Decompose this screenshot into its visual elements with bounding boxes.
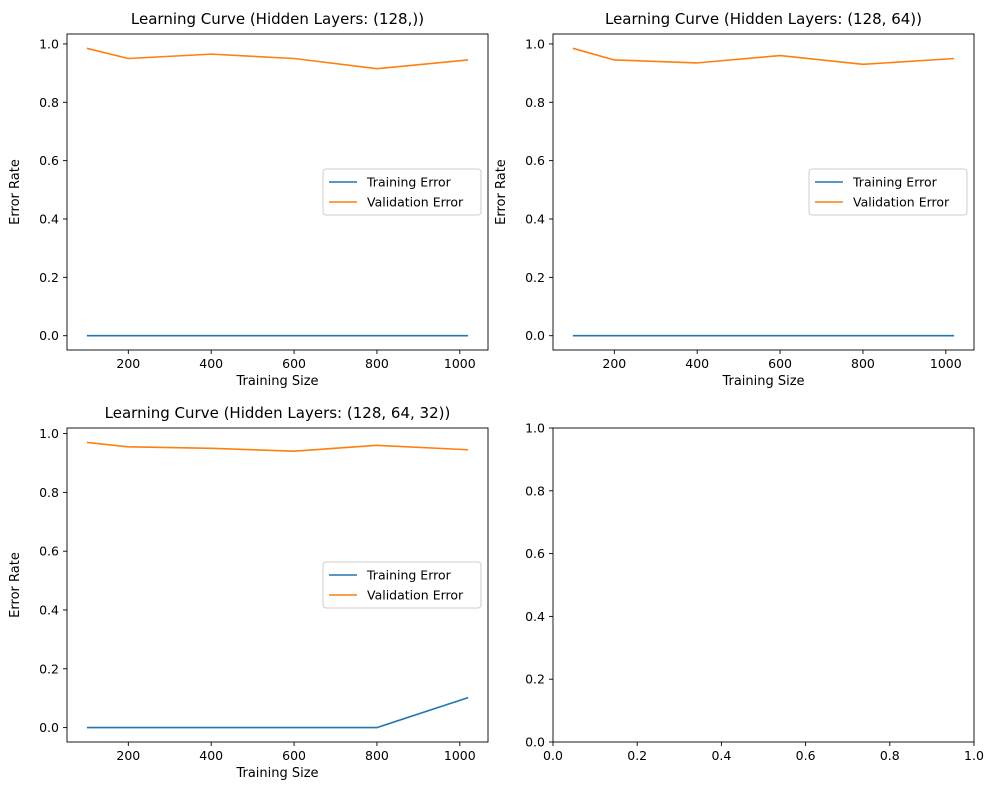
x-tick-label: 0.2 [627,748,647,763]
x-tick-label: 200 [116,748,140,763]
x-tick-label: 1000 [930,356,962,371]
axes-frame [66,33,489,351]
y-tick-label: 0.4 [525,211,545,226]
y-tick-label: 0.8 [39,95,59,110]
y-tick-label: 0.6 [525,153,545,168]
x-tick-label: 800 [851,356,875,371]
y-tick-label: 0.4 [525,609,545,624]
x-tick-label: 400 [199,748,223,763]
legend: Training Error Validation Error [322,168,482,216]
legend-box [322,168,482,216]
chart-title: Learning Curve (Hidden Layers: (128, 64,… [105,404,451,422]
series-line-validation-error [572,47,955,66]
y-tick-label: 0.8 [525,95,545,110]
y-tick-label: 0.8 [525,483,545,498]
legend-label-validation-error: Validation Error [367,195,464,210]
chart-title: Learning Curve (Hidden Layers: (128,)) [131,10,424,28]
y-tick-label: 0.6 [39,153,59,168]
legend: Training Error Validation Error [322,561,482,609]
x-tick-label: 600 [768,356,792,371]
y-tick-label: 0.2 [39,661,59,676]
legend-label-training-error: Training Error [366,568,452,583]
legend-label-validation-error: Validation Error [853,195,950,210]
y-tick-label: 0.6 [39,544,59,559]
legend: Training Error Validation Error [808,168,968,216]
y-tick-label: 0.8 [39,485,59,500]
y-tick-label: 1.0 [525,421,545,436]
legend-box [322,561,482,609]
y-tick-label: 0.0 [525,735,545,750]
x-tick-label: 1000 [444,356,476,371]
legend-box [808,168,968,216]
y-axis-label: Error Rate [494,159,509,225]
y-tick-label: 0.4 [39,602,59,617]
y-tick-label: 0.4 [39,211,59,226]
x-tick-label: 0.0 [543,748,563,763]
x-tick-label: 800 [365,748,389,763]
series-line-validation-error [86,47,469,70]
x-tick-label: 600 [282,748,306,763]
y-tick-label: 0.2 [525,672,545,687]
y-tick-label: 1.0 [39,36,59,51]
chart-panel-3: 200 400 600 800 1000 0.0 0.2 0.4 0.6 0.8 1.0 Learni… [8,404,489,781]
x-tick-label: 0.4 [711,748,731,763]
x-axis-label: Training Size [721,374,804,389]
chart-panel-1: 200 400 600 800 1000 0.0 0.2 0.4 0.6 0.8 1.0 Learni… [8,10,489,389]
y-tick-label: 1.0 [39,426,59,441]
x-tick-label: 800 [365,356,389,371]
x-tick-label: 200 [602,356,626,371]
x-tick-label: 200 [116,356,140,371]
x-tick-label: 600 [282,356,306,371]
x-tick-label: 0.8 [880,748,900,763]
legend-label-training-error: Training Error [852,175,938,190]
x-axis-label: Training Size [235,374,318,389]
x-tick-label: 0.6 [796,748,816,763]
legend-label-training-error: Training Error [366,175,452,190]
chart-panel-4: 0.0 0.2 0.4 0.6 0.8 1.0 0.0 0.2 0.4 0.6 0.8 1.0 [525,421,984,764]
y-tick-label: 0.0 [525,328,545,343]
y-axis-label: Error Rate [8,552,23,618]
y-tick-label: 0.0 [39,328,59,343]
y-axis-label: Error Rate [8,159,23,225]
x-tick-label: 1000 [444,748,476,763]
x-axis-label: Training Size [235,766,318,781]
chart-title: Learning Curve (Hidden Layers: (128, 64)… [605,10,922,28]
axes-frame [66,427,489,743]
y-tick-label: 0.0 [39,720,59,735]
chart-panel-2: 200 400 600 800 1000 0.0 0.2 0.4 0.6 0.8 1.0 Learni… [494,10,975,389]
series-line-validation-error [86,441,469,453]
y-tick-label: 1.0 [525,36,545,51]
y-tick-label: 0.2 [525,270,545,285]
series-line-training-error [86,696,469,729]
y-tick-label: 0.6 [525,546,545,561]
x-tick-label: 400 [685,356,709,371]
x-tick-label: 400 [199,356,223,371]
y-tick-label: 0.2 [39,270,59,285]
legend-label-validation-error: Validation Error [367,588,464,603]
x-tick-label: 1.0 [964,748,984,763]
axes-frame [552,33,975,351]
axes-frame [552,427,975,743]
